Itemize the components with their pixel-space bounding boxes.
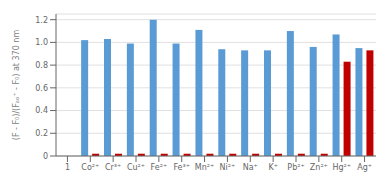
svg-text:(F - F₀)/(Fₐₒ⁺ - F₀) at 370 nm: (F - F₀)/(Fₐₒ⁺ - F₀) at 370 nm [12,30,21,141]
svg-text:0.8: 0.8 [35,61,48,70]
svg-text:Ni²⁺: Ni²⁺ [220,163,236,172]
svg-text:Na⁺: Na⁺ [243,163,258,172]
svg-text:Zn²⁺: Zn²⁺ [310,163,328,172]
svg-text:Pb²⁺: Pb²⁺ [287,163,304,172]
svg-text:Cr³⁺: Cr³⁺ [105,163,121,172]
svg-text:Cu²⁺: Cu²⁺ [127,163,145,172]
svg-text:Fe²⁺: Fe²⁺ [151,163,168,172]
svg-text:Hg²⁺: Hg²⁺ [332,163,351,172]
svg-text:Co²⁺: Co²⁺ [81,163,99,172]
svg-text:0.6: 0.6 [35,84,48,93]
svg-text:1: 1 [65,163,70,172]
svg-text:Ag⁺: Ag⁺ [357,163,372,172]
svg-text:0: 0 [43,152,48,161]
svg-text:K⁺: K⁺ [268,163,277,172]
svg-text:1.0: 1.0 [35,38,48,47]
svg-text:Fe³⁺: Fe³⁺ [173,163,190,172]
svg-text:1.2: 1.2 [35,16,48,25]
svg-text:0.2: 0.2 [35,129,48,138]
svg-text:0.4: 0.4 [35,106,48,115]
svg-text:Mn²⁺: Mn²⁺ [195,163,214,172]
